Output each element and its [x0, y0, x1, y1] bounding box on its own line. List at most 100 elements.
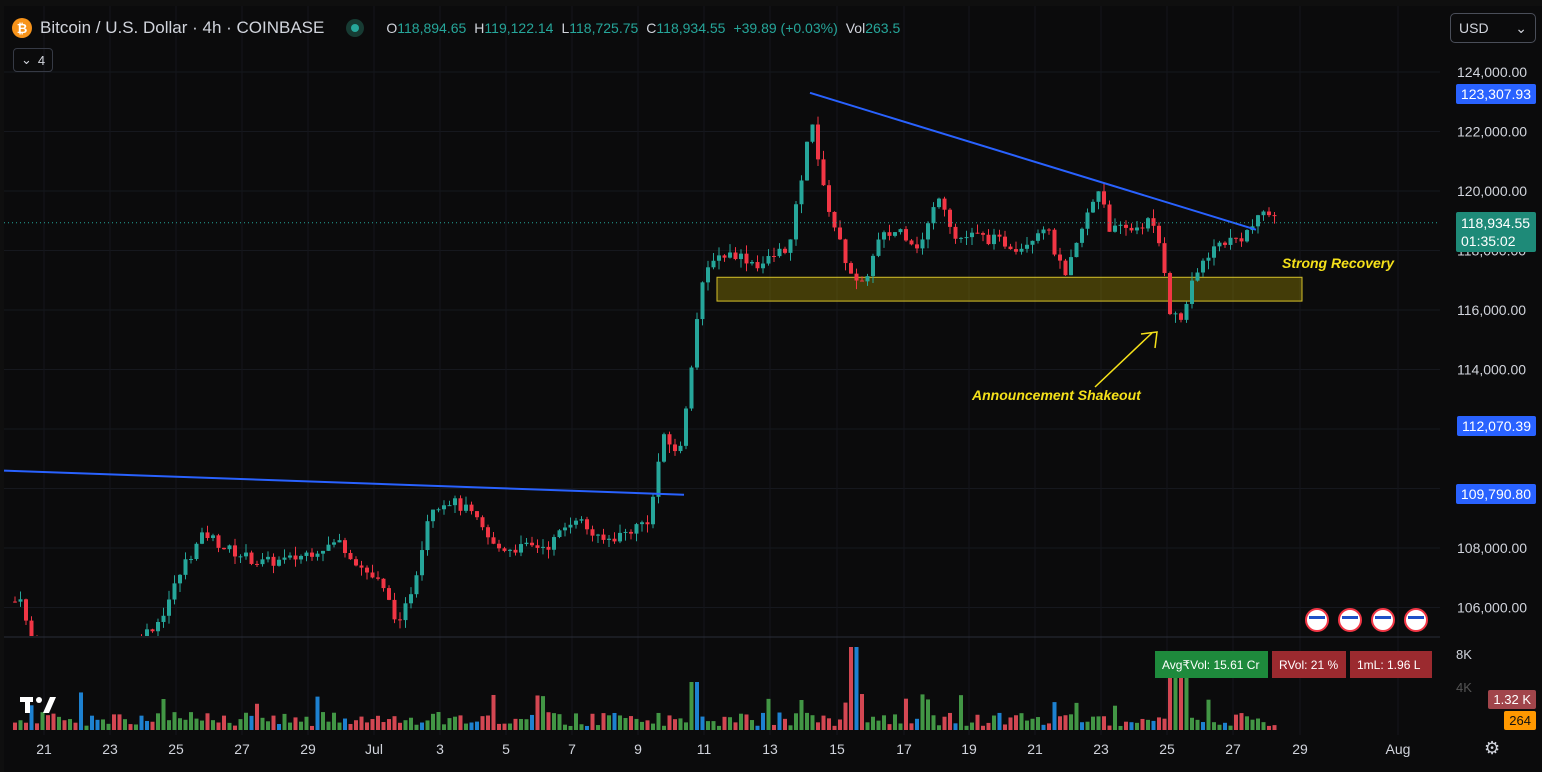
avg-vol-badge[interactable]: Avg₹Vol: 15.61 Cr — [1155, 651, 1268, 678]
volume-label-avg[interactable]: 1.32 K — [1488, 690, 1536, 709]
us-flag-icon[interactable] — [1338, 608, 1362, 632]
annotation-arrow-head[interactable] — [1140, 331, 1158, 349]
volume-bar — [986, 722, 991, 730]
annotation-strong-recovery[interactable]: Strong Recovery — [1282, 255, 1395, 271]
event-flags[interactable] — [1305, 608, 1428, 632]
volume-bar — [112, 714, 116, 730]
volume-bar — [205, 713, 210, 730]
volume-bar — [304, 716, 309, 730]
candle-body — [29, 620, 34, 636]
volume-bar — [326, 721, 331, 730]
candle-body — [1063, 260, 1068, 276]
volume-bar — [557, 714, 562, 730]
volume-bar — [1041, 724, 1046, 730]
candle-body — [486, 527, 490, 538]
volume-bar — [458, 715, 463, 730]
candle-body — [722, 255, 727, 258]
support-zone[interactable] — [716, 276, 1303, 302]
indicators-toggle-button[interactable]: ⌄ 4 — [13, 48, 54, 72]
candle-body — [150, 629, 155, 632]
volume-bar — [1129, 722, 1134, 730]
close-label: C — [646, 20, 657, 36]
volume-bar — [579, 724, 584, 730]
volume-bar — [106, 723, 111, 730]
rvol-badge[interactable]: RVol: 21 % — [1272, 651, 1346, 678]
candle-body — [1173, 313, 1178, 315]
volume-bar — [673, 719, 677, 730]
volume-bar — [299, 721, 303, 730]
trendline-upper[interactable] — [809, 91, 1257, 231]
candle-body — [1041, 229, 1046, 234]
price-label-current[interactable]: 118,934.55 01:35:02 — [1456, 212, 1536, 252]
volume-bar — [937, 725, 941, 730]
candle-body — [612, 538, 617, 542]
volume-bar — [13, 722, 17, 730]
candle-body — [167, 599, 171, 616]
candle-body — [1223, 242, 1227, 245]
candle-body — [211, 535, 215, 539]
one-ml-badge[interactable]: 1mL: 1.96 L — [1350, 651, 1432, 678]
currency-value: USD — [1459, 20, 1489, 36]
candle-body — [381, 578, 386, 589]
bitcoin-logo-icon: ₿ — [12, 18, 32, 38]
volume-bar — [249, 715, 254, 730]
candle-body — [359, 565, 364, 568]
candle-body — [1239, 238, 1244, 242]
price-label-high[interactable]: 123,307.93 — [1455, 84, 1536, 104]
volume-bar — [211, 720, 215, 730]
chevron-down-icon: ⌄ — [21, 52, 32, 67]
volume-bar — [761, 712, 765, 730]
candle-body — [711, 260, 716, 268]
candle-body — [1047, 229, 1051, 231]
candle-body — [475, 511, 479, 518]
volume-bar — [1047, 723, 1051, 730]
candle-body — [464, 504, 468, 511]
annotation-shakeout[interactable]: Announcement Shakeout — [971, 387, 1142, 403]
volume-bar — [772, 724, 776, 730]
trendline-lower[interactable] — [3, 469, 685, 496]
volume-bar — [123, 719, 127, 730]
volume-bar — [843, 702, 848, 730]
us-flag-icon[interactable] — [1305, 608, 1329, 632]
volume-bar — [35, 723, 39, 730]
volume-bar — [447, 718, 452, 730]
us-flag-icon[interactable] — [1404, 608, 1428, 632]
symbol-title[interactable]: Bitcoin / U.S. Dollar · 4h · COINBASE — [40, 18, 325, 37]
volume-label-last[interactable]: 264 — [1504, 711, 1536, 730]
market-status-icon[interactable] — [346, 19, 365, 37]
candle-body — [1228, 237, 1233, 245]
volume-bar — [678, 718, 683, 730]
candle-body — [13, 601, 17, 603]
annotation-arrow-shaft[interactable] — [1094, 332, 1153, 388]
time-tick: 25 — [168, 741, 184, 757]
volume-bar — [79, 692, 83, 730]
candle-body — [656, 461, 661, 497]
volume-bar — [255, 703, 259, 730]
candle-body — [662, 434, 666, 462]
us-flag-icon[interactable] — [1371, 608, 1395, 632]
time-axis-ticks[interactable]: 21 23 25 27 29 Jul 3 5 7 9 11 13 15 17 19 21 23 25 27 29 Aug — [36, 741, 1410, 757]
volume-bar — [497, 723, 501, 730]
volume-bar — [1058, 716, 1062, 730]
volume-bar — [1107, 725, 1112, 730]
volume-bar — [893, 714, 897, 730]
price-label-level-b[interactable]: 109,790.80 — [1455, 484, 1536, 504]
tradingview-logo[interactable] — [20, 694, 58, 722]
volume-bar — [524, 719, 529, 730]
candle-body — [546, 546, 551, 550]
currency-select[interactable]: USD ⌄ — [1450, 13, 1536, 43]
candle-body — [849, 263, 853, 274]
volume-bar — [1063, 715, 1068, 730]
volume-bar — [1239, 713, 1244, 730]
volume-bar — [744, 714, 749, 730]
price-label-level-a[interactable]: 112,070.39 — [1456, 416, 1536, 436]
candle-body — [513, 549, 518, 553]
symbol-header[interactable]: ₿ Bitcoin / U.S. Dollar · 4h · COINBASE … — [12, 16, 900, 40]
price-axis-ticks[interactable]: 124,000.00122,000.00120,000.00118,000.00… — [1457, 64, 1527, 616]
volume-bar — [596, 725, 600, 730]
gear-icon[interactable]: ⚙ — [1484, 738, 1501, 758]
candle-body — [744, 253, 749, 264]
candle-body — [1162, 243, 1167, 274]
volume-bar — [656, 712, 661, 730]
candle-body — [288, 555, 292, 558]
